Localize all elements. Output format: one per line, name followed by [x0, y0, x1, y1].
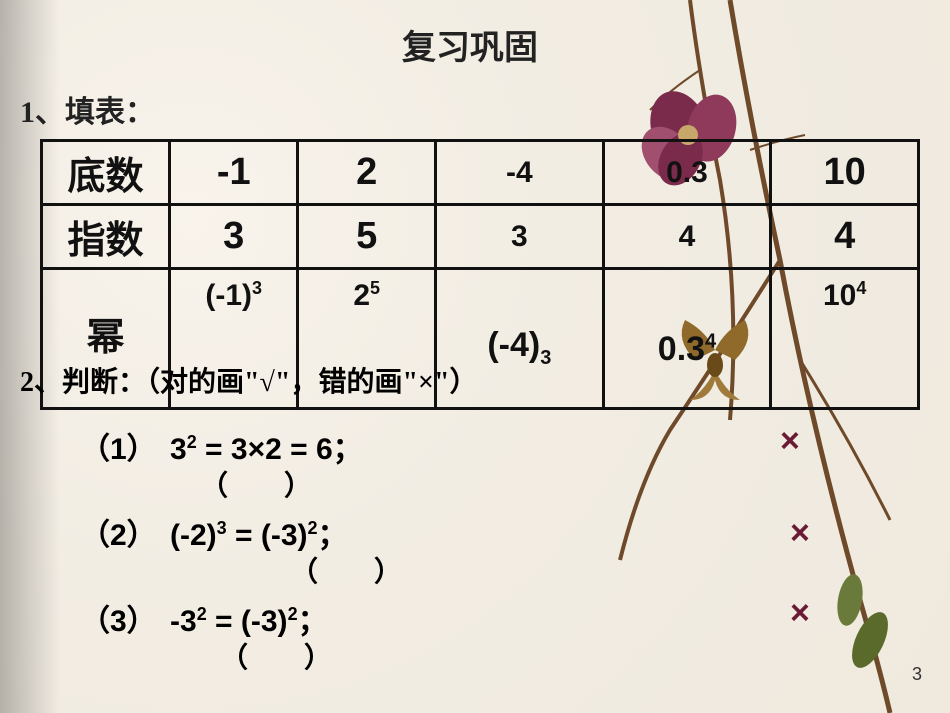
cell: -4	[435, 141, 603, 205]
cell: 3	[435, 205, 603, 269]
cell: 10	[771, 141, 919, 205]
table-row: 指数 3 5 3 4 4	[42, 205, 919, 269]
answer-mark: ×	[790, 514, 810, 553]
cell: 3	[170, 205, 298, 269]
item-expression: 32 = 3×2 = 6；	[170, 424, 363, 468]
cell: -1	[170, 141, 298, 205]
answer-blank: （ ）	[200, 464, 312, 504]
row-header-base: 底数	[42, 141, 170, 205]
slide-content: 复习巩固 1、填表： 底数 -1 2 -4 0.3 10 指数 3 5 3 4 …	[0, 0, 950, 674]
answer-mark: ×	[780, 422, 800, 461]
row-header-exponent: 指数	[42, 205, 170, 269]
answer-mark: ×	[790, 594, 810, 633]
item-expression: (-2)3 = (-3)2；	[170, 510, 348, 554]
item-number: （3）	[80, 596, 170, 640]
cell: 2	[298, 141, 436, 205]
cell: 5	[298, 205, 436, 269]
judgement-item: （2） (-2)3 = (-3)2； （ ） ×	[80, 510, 920, 588]
cell: 4	[771, 205, 919, 269]
answer-blank: （ ）	[290, 550, 402, 590]
item-number: （2）	[80, 510, 170, 554]
page-number: 3	[912, 664, 922, 685]
judgement-item: （3） -32 = (-3)2； （ ） ×	[80, 596, 920, 674]
question-2-label: 2、判断：（对的画"√"，错的画"×"）	[20, 360, 920, 400]
cell: 0.3	[603, 141, 771, 205]
item-number: （1）	[80, 424, 170, 468]
cell: 4	[603, 205, 771, 269]
question-1-label: 1、填表：	[20, 87, 920, 131]
table-row: 底数 -1 2 -4 0.3 10	[42, 141, 919, 205]
slide-title: 复习巩固	[20, 20, 920, 69]
item-expression: -32 = (-3)2；	[170, 596, 328, 640]
judgement-items: （1） 32 = 3×2 = 6； （ ） × （2） (-2)3 = (-3)…	[80, 424, 920, 674]
answer-blank: （ ）	[220, 636, 332, 676]
judgement-item: （1） 32 = 3×2 = 6； （ ） ×	[80, 424, 920, 502]
